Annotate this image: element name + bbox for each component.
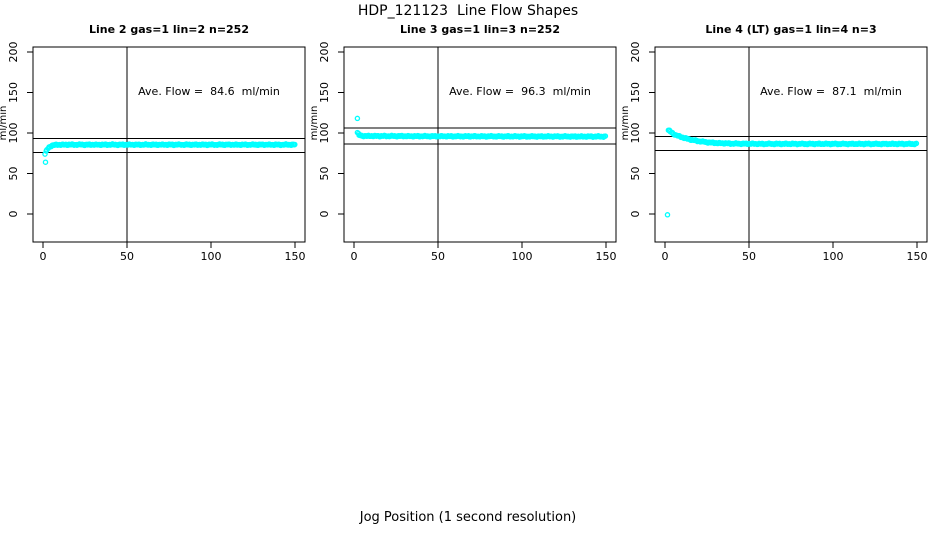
panel-title: Line 3 gas=1 lin=3 n=252 — [400, 23, 560, 36]
y-tick-label: 50 — [318, 167, 331, 181]
y-tick-label: 150 — [7, 82, 20, 103]
panel-title: Line 4 (LT) gas=1 lin=4 n=3 — [705, 23, 876, 36]
x-tick-label: 100 — [512, 250, 533, 263]
panel-1-chart: Line 2 gas=1 lin=2 n=252 0 50 100 150 0 50 100 1… — [0, 23, 306, 263]
x-tick-label: 50 — [742, 250, 756, 263]
y-tick-label: 100 — [318, 123, 331, 144]
ave-flow-annotation: Ave. Flow = 84.6 ml/min — [138, 85, 280, 98]
plot-area: Line 3 gas=1 lin=3 n=252 0 50 100 150 0 50 100 1… — [311, 23, 617, 263]
y-tick-label: 200 — [318, 42, 331, 63]
x-tick-label: 0 — [40, 250, 47, 263]
x-tick-label: 150 — [596, 250, 617, 263]
y-axis-unit-label: ml/min — [622, 106, 631, 141]
panel-3-chart: Line 4 (LT) gas=1 lin=4 n=3 0 50 100 150 0 50 1… — [622, 23, 928, 263]
y-axis-unit-label: ml/min — [311, 106, 320, 141]
panel-2-chart: Line 3 gas=1 lin=3 n=252 0 50 100 150 0 50 100 1… — [311, 23, 617, 263]
data-points — [354, 115, 609, 140]
ave-flow-annotation: Ave. Flow = 96.3 ml/min — [449, 85, 591, 98]
x-tick-label: 0 — [662, 250, 669, 263]
y-tick-label: 200 — [629, 42, 642, 63]
panel-title: Line 2 gas=1 lin=2 n=252 — [89, 23, 249, 36]
y-tick-label: 50 — [7, 167, 20, 181]
outlier-point — [664, 212, 671, 218]
y-tick-label: 150 — [318, 82, 331, 103]
y-tick-label: 50 — [629, 167, 642, 181]
y-axis-unit-label: ml/min — [0, 106, 9, 141]
x-tick-label: 100 — [201, 250, 222, 263]
y-tick-label: 100 — [7, 123, 20, 144]
y-tick-label: 150 — [629, 82, 642, 103]
panel-line-3: Line 3 gas=1 lin=3 n=252 0 50 100 150 0 50 100 1… — [311, 0, 623, 272]
plot-box — [32, 46, 306, 243]
data-points — [42, 141, 298, 165]
plot-box — [654, 46, 928, 243]
x-tick-label: 150 — [285, 250, 306, 263]
y-tick-label: 100 — [629, 123, 642, 144]
x-tick-label: 100 — [823, 250, 844, 263]
plot-box — [343, 46, 617, 243]
plot-area: Line 2 gas=1 lin=2 n=252 0 50 100 150 0 50 100 1… — [0, 23, 306, 263]
figure-title: HDP_121123 Line Flow Shapes — [357, 3, 579, 19]
outlier-point — [354, 115, 361, 122]
data-points — [664, 127, 920, 218]
panel-line-2: Line 2 gas=1 lin=2 n=252 0 50 100 150 0 50 100 1… — [0, 0, 312, 272]
panel-line-4: Line 4 (LT) gas=1 lin=4 n=3 0 50 100 150 0 50 1… — [622, 0, 934, 272]
y-tick-label: 200 — [7, 42, 20, 63]
x-tick-label: 150 — [907, 250, 928, 263]
y-tick-label: 0 — [629, 211, 642, 218]
y-tick-label: 0 — [7, 211, 20, 218]
outlier-point — [42, 159, 49, 165]
x-tick-label: 50 — [120, 250, 134, 263]
ave-flow-annotation: Ave. Flow = 87.1 ml/min — [760, 85, 902, 98]
x-axis-label: Jog Position (1 second resolution) — [359, 510, 577, 525]
x-tick-label: 0 — [351, 250, 358, 263]
plot-area: Line 4 (LT) gas=1 lin=4 n=3 0 50 100 150 0 50 1… — [622, 23, 928, 263]
y-tick-label: 0 — [318, 211, 331, 218]
x-tick-label: 50 — [431, 250, 445, 263]
